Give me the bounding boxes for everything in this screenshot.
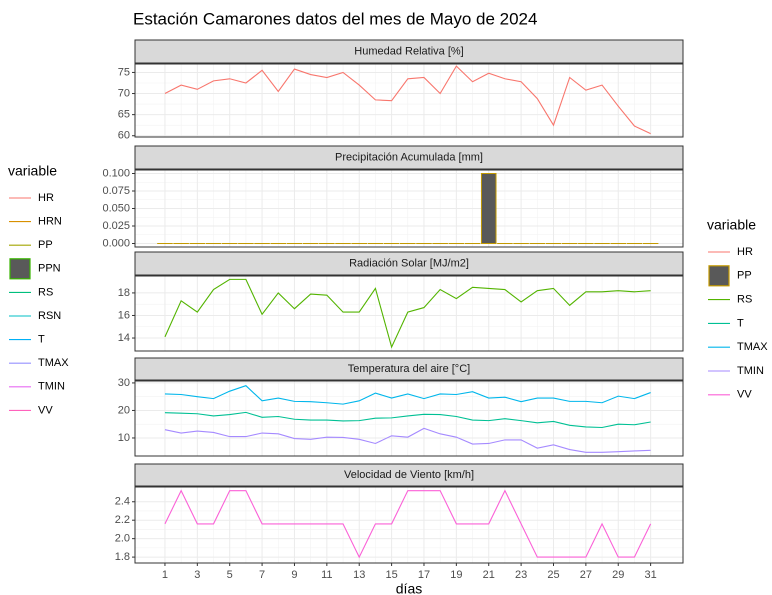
y-tick-label: 14 — [118, 332, 130, 344]
legend-key — [9, 258, 31, 280]
legend-title: variable — [8, 163, 57, 179]
bar — [480, 173, 497, 244]
legend-label: PP — [737, 270, 752, 282]
legend-label: TMAX — [38, 357, 69, 369]
panel-background — [135, 64, 683, 137]
x-tick-label: 1 — [162, 569, 168, 581]
x-tick-label: 9 — [291, 569, 297, 581]
legend-label: RS — [38, 286, 53, 298]
legend-label: TMIN — [737, 365, 764, 377]
x-tick-label: 17 — [418, 569, 430, 581]
panel-border — [134, 275, 684, 352]
panel-border — [134, 63, 684, 138]
line-series — [164, 427, 651, 453]
line-series — [164, 489, 652, 559]
y-tick-label: 30 — [118, 377, 130, 389]
strip-title: Velocidad de Viento [km/h] — [344, 469, 474, 481]
x-tick-label: 3 — [194, 569, 200, 581]
strip-title: Humedad Relativa [%] — [354, 45, 463, 57]
legend-label: RSN — [38, 310, 61, 322]
strip-background — [134, 145, 684, 170]
line-series — [164, 278, 651, 349]
y-tick-label: 75 — [118, 66, 130, 78]
x-tick-label: 13 — [353, 569, 365, 581]
legend-label: VV — [737, 389, 752, 401]
y-tick-label: 0.000 — [102, 237, 130, 249]
y-tick-label: 0.100 — [102, 167, 130, 179]
strip-background — [134, 251, 684, 276]
x-tick-label: 11 — [321, 569, 332, 581]
legend-label: T — [38, 334, 45, 346]
x-tick-label: 29 — [612, 569, 624, 581]
strip-title: Temperatura del aire [°C] — [348, 363, 470, 375]
y-tick-label: 60 — [118, 130, 130, 142]
x-tick-label: 21 — [483, 569, 495, 581]
legend-label: HR — [737, 246, 753, 258]
x-tick-label: 27 — [580, 569, 592, 581]
x-tick-label: 25 — [547, 569, 559, 581]
y-tick-label: 10 — [118, 432, 130, 444]
y-tick-label: 18 — [118, 287, 130, 299]
y-tick-label: 2.0 — [115, 533, 130, 545]
strip-background — [134, 357, 684, 381]
y-tick-label: 1.8 — [115, 551, 130, 563]
panel-border — [134, 380, 684, 457]
legend-label: HRN — [38, 216, 62, 228]
x-tick-label: 7 — [259, 569, 265, 581]
legend-title: variable — [707, 217, 756, 233]
strip-title: Radiación Solar [MJ/m2] — [349, 257, 469, 269]
panel-background — [135, 487, 683, 563]
chart-title: Estación Camarones datos del mes de Mayo… — [133, 9, 537, 28]
y-tick-label: 2.4 — [115, 496, 130, 508]
x-axis-title: días — [396, 581, 422, 595]
x-tick-label: 31 — [644, 569, 656, 581]
y-tick-label: 20 — [118, 404, 130, 416]
legend-label: TMIN — [38, 381, 65, 393]
panel-background — [135, 381, 683, 456]
strip-title: Precipitación Acumulada [mm] — [335, 151, 483, 163]
x-tick-label: 15 — [385, 569, 397, 581]
y-tick-label: 0.050 — [102, 202, 130, 214]
legend-label: PP — [38, 239, 53, 251]
legend-label: RS — [737, 294, 752, 306]
line-series — [164, 411, 651, 429]
x-tick-label: 5 — [227, 569, 233, 581]
legend-label: VV — [38, 404, 53, 416]
y-tick-label: 0.075 — [102, 185, 130, 197]
y-tick-label: 16 — [118, 309, 130, 321]
legend-key — [708, 265, 730, 287]
legend-label: T — [737, 317, 744, 329]
line-series — [164, 65, 651, 135]
strip-background — [134, 39, 684, 64]
y-tick-label: 0.025 — [102, 220, 130, 232]
line-series — [164, 385, 651, 405]
panel-border — [134, 486, 684, 564]
x-tick-label: 23 — [515, 569, 527, 581]
legend-label: TMAX — [737, 341, 768, 353]
y-tick-label: 70 — [118, 87, 130, 99]
panel-border — [134, 169, 684, 248]
legend-label: HR — [38, 192, 54, 204]
x-tick-label: 19 — [450, 569, 462, 581]
strip-background — [134, 463, 684, 487]
y-tick-label: 2.2 — [115, 514, 130, 526]
legend-label: PPN — [38, 263, 61, 275]
y-tick-label: 65 — [118, 109, 130, 121]
